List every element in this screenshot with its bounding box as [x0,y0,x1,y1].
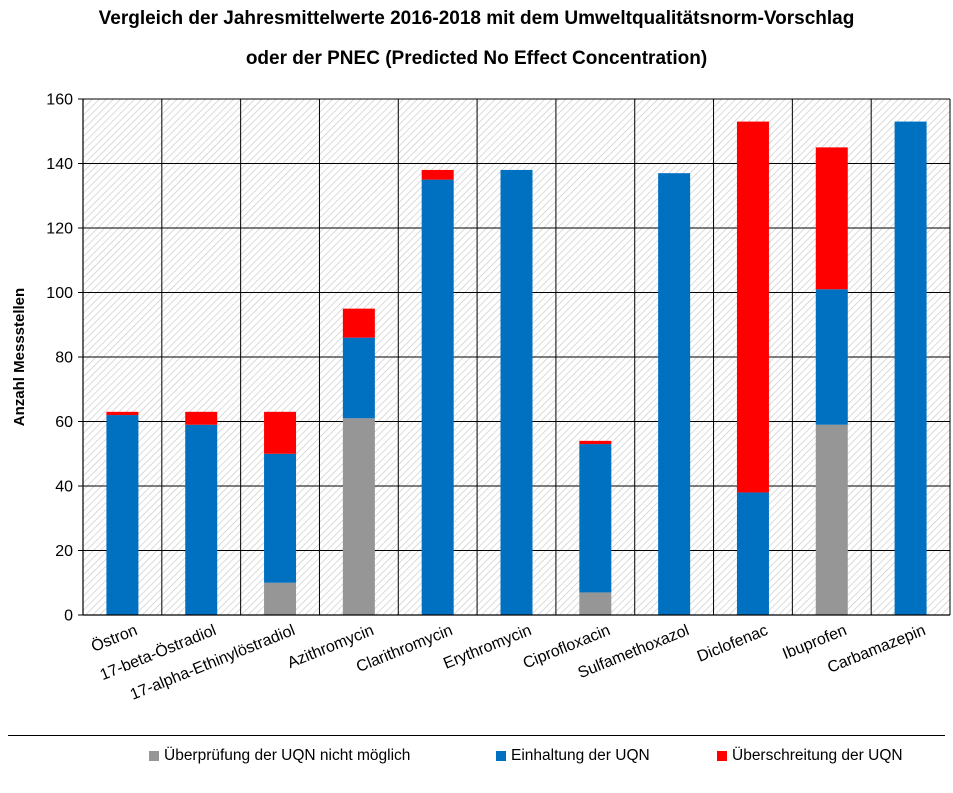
bar-segment [264,411,297,454]
bar-segment [342,308,375,338]
legend-item: Überschreitung der UQN [717,747,903,765]
legend-swatch [717,751,727,761]
legend-swatch [149,751,159,761]
bar-segment [106,411,139,416]
chart-title-line2: oder der PNEC (Predicted No Effect Conce… [245,48,708,69]
stacked-bar-chart: 020406080100120140160Östron17-beta-Östra… [11,92,951,704]
bar-segment [185,411,218,425]
legend-label: Einhaltung der UQN [511,747,650,764]
y-tick-label: 0 [64,608,73,625]
bar-segment [736,121,769,493]
bar-segment [106,415,139,615]
legend-label: Überschreitung der UQN [732,747,903,764]
bar-segment [894,121,927,615]
bar-segment [421,179,454,615]
y-tick-label: 40 [55,479,73,496]
bar-segment [736,492,769,615]
x-tick-label: Diclofenac [695,622,771,666]
bar-segment [264,453,297,583]
bar-segment [579,444,612,593]
y-tick-label: 60 [55,414,73,431]
y-tick-label: 20 [55,543,73,560]
bar-segment [658,173,691,616]
y-tick-label: 140 [46,156,73,173]
x-tick-label: Erythromycin [441,622,534,673]
bar-segment [500,169,533,615]
bar-segment [264,582,297,615]
bar-segment [579,592,612,615]
bar-segment [815,147,848,290]
bar-segment [815,289,848,425]
legend-item: Einhaltung der UQN [496,747,650,765]
legend-swatch [496,751,506,761]
y-tick-label: 160 [46,92,73,109]
bar-segment [342,337,375,419]
y-tick-label: 80 [55,350,73,367]
chart-title-line1: Vergleich der Jahresmittelwerte 2016-201… [98,8,855,29]
legend-item: Überprüfung der UQN nicht möglich [149,747,410,765]
y-tick-label: 120 [46,221,73,238]
legend-divider [8,735,945,736]
bar-segment [421,169,454,180]
bar-segment [342,418,375,615]
bar-segment [815,424,848,615]
bar-segment [185,424,218,615]
bar-segment [579,440,612,445]
y-tick-label: 100 [46,285,73,302]
legend: Überprüfung der UQN nicht möglich Einhalt… [0,747,953,771]
legend-label: Überprüfung der UQN nicht möglich [164,747,411,764]
x-tick-label: Östron [89,621,140,656]
y-axis-title: Anzahl Messstellen [11,288,28,426]
